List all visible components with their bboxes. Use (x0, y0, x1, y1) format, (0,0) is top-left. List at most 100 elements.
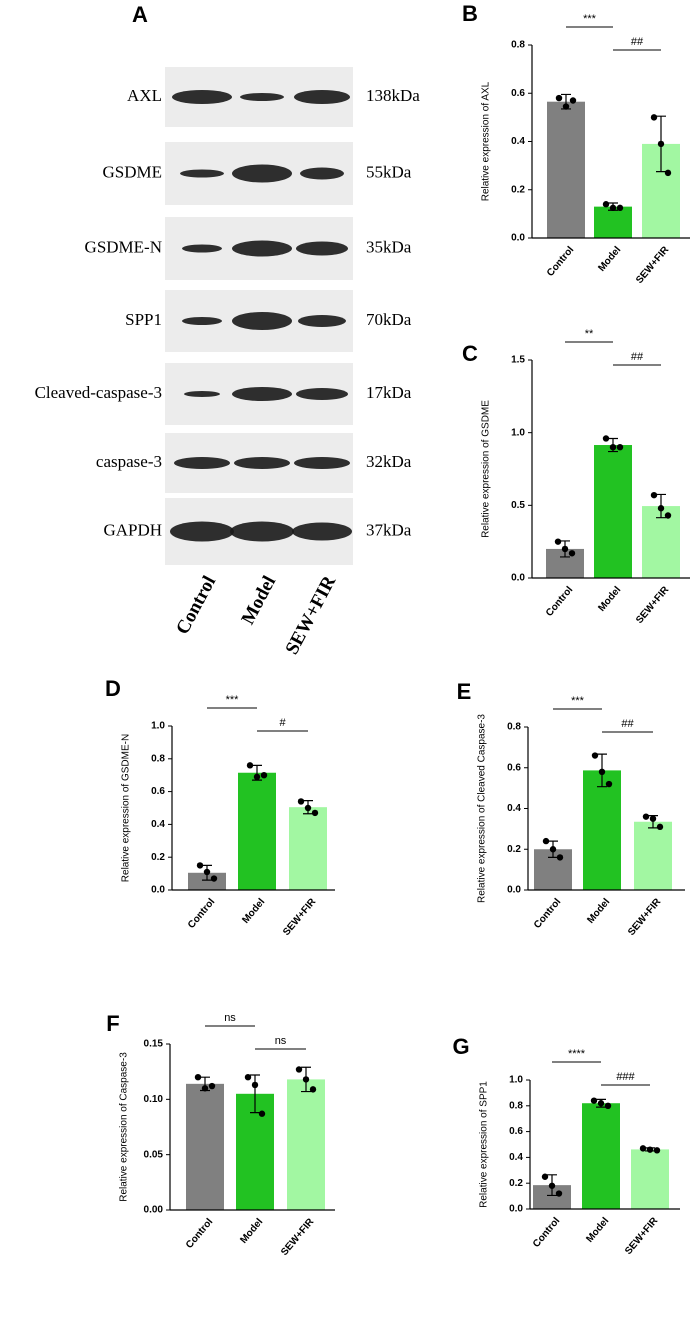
x-tick-label: SEW+FIR (279, 1216, 317, 1258)
y-tick-label: 0.6 (507, 762, 521, 773)
data-point (244, 1074, 252, 1081)
y-axis-label: Relative expression of AXL (481, 81, 492, 201)
bar (594, 445, 632, 578)
blot-band (230, 521, 294, 542)
y-tick-label: 0.2 (507, 844, 521, 855)
data-point (590, 1097, 598, 1104)
data-point (597, 1100, 605, 1107)
molecular-weight: 37kDa (366, 520, 412, 539)
data-point (196, 862, 204, 869)
data-point (650, 491, 658, 499)
x-tick-label: SEW+FIR (623, 1215, 661, 1257)
data-point (562, 103, 570, 110)
y-tick-label: 0.15 (144, 1039, 164, 1050)
y-tick-label: 0.2 (151, 852, 165, 863)
data-point (591, 752, 599, 759)
bar-chart: D Relative expression of GSDME-N 0.0 0.2 0.4… (105, 676, 335, 938)
y-axis-label: Relative expression of Cleaved Caspase-3 (477, 714, 488, 903)
data-point (203, 868, 211, 876)
blot-band (232, 240, 292, 257)
y-tick-label: 0.2 (511, 184, 525, 195)
x-tick-label: Control (545, 244, 576, 278)
y-axis-label: Relative expression of SPP1 (479, 1081, 490, 1208)
protein-name: caspase-3 (96, 452, 162, 471)
data-point (258, 1110, 266, 1117)
panel-label: B (462, 1, 478, 26)
significance-label: **** (568, 1048, 586, 1060)
blot-band (240, 93, 284, 101)
blot-band (182, 244, 222, 253)
data-point (561, 545, 569, 553)
lane-label: Control (172, 573, 220, 638)
bar-chart: E Relative expression of Cleaved Caspase-… (457, 679, 685, 938)
y-tick-label: 0.6 (511, 88, 525, 99)
bar (634, 821, 672, 890)
panel-label: D (105, 676, 121, 701)
data-point (568, 550, 576, 557)
y-tick-label: 0.00 (144, 1205, 164, 1216)
y-tick-label: 0.05 (144, 1149, 164, 1160)
x-tick-label: Model (584, 1215, 611, 1244)
data-point (556, 854, 564, 861)
data-point (609, 444, 617, 451)
significance-label: ## (621, 718, 634, 730)
data-point (609, 204, 617, 212)
protein-name: SPP1 (125, 310, 162, 329)
data-point (554, 538, 562, 545)
y-tick-label: 0.4 (507, 803, 521, 814)
x-tick-label: Model (585, 896, 612, 925)
bar (594, 206, 632, 238)
x-tick-label: Control (186, 896, 217, 930)
y-tick-label: 0.4 (511, 136, 525, 147)
protein-name: GSDME (102, 162, 162, 181)
blot-band (296, 388, 348, 400)
y-axis-label: Relative expression of Caspase-3 (119, 1052, 130, 1202)
significance-label: # (279, 717, 286, 729)
data-point (201, 1085, 209, 1092)
bar (238, 772, 276, 890)
y-tick-label: 0.5 (511, 500, 525, 511)
bar (547, 101, 585, 238)
data-point (642, 813, 650, 820)
y-tick-label: 0.0 (151, 885, 165, 896)
y-tick-label: 0.4 (151, 819, 165, 830)
x-tick-label: Model (596, 244, 623, 273)
data-point (555, 1190, 563, 1197)
data-point (650, 114, 658, 121)
x-tick-label: Control (531, 1215, 562, 1249)
data-point (548, 1182, 556, 1189)
bar-chart: F Relative expression of Caspase-3 0.00 0.0… (106, 1011, 335, 1258)
blot-band (294, 90, 350, 104)
x-tick-label: Model (240, 896, 267, 925)
data-point (297, 798, 305, 805)
molecular-weight: 17kDa (366, 383, 412, 402)
blot-band (232, 164, 292, 183)
blot-band (182, 317, 222, 325)
blot-band (174, 457, 230, 469)
bar (631, 1149, 669, 1209)
x-tick-label: SEW+FIR (626, 896, 664, 938)
y-tick-label: 0.10 (144, 1094, 164, 1105)
data-point (253, 773, 261, 781)
data-point (569, 97, 577, 104)
y-tick-label: 0.0 (511, 573, 525, 584)
panel-label: G (452, 1034, 469, 1059)
panel-label: C (462, 341, 478, 366)
y-tick-label: 0.0 (509, 1204, 523, 1215)
y-tick-label: 0.8 (507, 722, 521, 733)
blot-band (180, 169, 224, 178)
data-point (646, 1146, 654, 1153)
data-point (604, 1102, 612, 1110)
data-point (309, 1086, 317, 1093)
protein-name: Cleaved-caspase-3 (35, 383, 162, 402)
y-tick-label: 0.4 (509, 1152, 523, 1163)
blot-band (292, 522, 352, 541)
x-tick-label: Control (532, 896, 563, 930)
significance-label: ## (631, 36, 644, 48)
data-point (605, 780, 613, 788)
blot-band (234, 457, 290, 469)
blot-band (298, 315, 346, 327)
significance-label: *** (583, 13, 597, 25)
bar (533, 1185, 571, 1209)
